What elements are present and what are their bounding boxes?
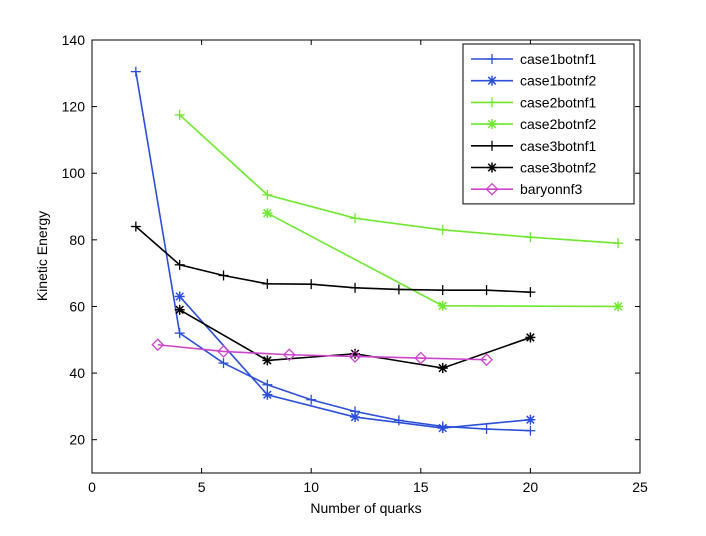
legend-label: case1botnf1 (520, 51, 596, 67)
data-point-case3botnf1 (174, 259, 185, 270)
legend-item-case1botnf1: case1botnf1 (471, 51, 596, 67)
series-line-case1botnf1 (135, 71, 531, 432)
series-baryonnf3 (151, 338, 493, 367)
legend-item-case3botnf2: case3botnf2 (471, 160, 596, 176)
data-point-case1botnf2 (525, 414, 536, 425)
data-point-case1botnf1 (481, 424, 492, 435)
data-point-case2botnf1 (174, 109, 185, 120)
y-tick-label: 40 (69, 365, 85, 381)
x-tick-label: 25 (632, 479, 648, 495)
data-point-case1botnf2 (350, 412, 361, 423)
axis-ticks: 0 5 10 15 20 25 20 40 60 80 100 120 140 (62, 32, 648, 495)
legend-marker (487, 97, 497, 108)
series-case1botnf1 (130, 66, 536, 436)
legend-item-case2botnf1: case2botnf1 (471, 94, 596, 110)
data-point-baryonnf3 (348, 350, 362, 363)
data-point-case1botnf1 (262, 379, 273, 390)
data-point-baryonnf3 (480, 353, 493, 367)
legend: case1botnf1 case1botnf2 case2botnf1 case2bo… (462, 43, 635, 205)
series-case3botnf1 (130, 221, 536, 298)
legend-marker (485, 182, 499, 196)
y-tick-label: 120 (62, 99, 86, 115)
legend-label: case1botnf2 (520, 73, 596, 89)
legend-label: case3botnf2 (520, 160, 596, 176)
data-point-case2botnf2 (262, 208, 273, 219)
data-point-case1botnf1 (525, 425, 536, 436)
series-case2botnf1 (174, 109, 624, 249)
data-point-case1botnf1 (174, 328, 185, 339)
data-point-case2botnf2 (437, 300, 448, 311)
data-point-case3botnf1 (437, 285, 448, 296)
x-tick-label: 20 (523, 479, 539, 495)
legend-label: case2botnf2 (520, 116, 596, 132)
series-case1botnf2 (174, 291, 536, 434)
legend-marker (487, 75, 497, 86)
data-point-case3botnf2 (262, 355, 273, 366)
legend-label: case2botnf1 (520, 94, 596, 110)
data-point-case1botnf1 (130, 66, 141, 77)
x-tick-label: 0 (88, 479, 96, 495)
data-point-case1botnf1 (218, 358, 229, 369)
data-point-baryonnf3 (217, 345, 230, 358)
series-line-baryonnf3 (157, 343, 487, 361)
data-point-case1botnf2 (262, 389, 273, 400)
legend-item-case1botnf2: case1botnf2 (471, 73, 596, 89)
data-point-case3botnf1 (525, 287, 536, 298)
data-point-case3botnf1 (393, 284, 404, 295)
data-point-case2botnf1 (613, 238, 624, 249)
legend-item-baryonnf3: baryonnf3 (471, 181, 582, 197)
y-tick-label: 100 (62, 165, 86, 181)
x-tick-label: 5 (198, 479, 206, 495)
legend-marker (487, 162, 497, 173)
data-point-case2botnf1 (525, 232, 536, 243)
data-point-case3botnf1 (481, 285, 492, 296)
legend-label: case3botnf1 (520, 138, 596, 154)
data-point-case2botnf1 (262, 189, 273, 200)
data-point-baryonnf3 (151, 338, 165, 352)
data-point-case1botnf1 (393, 415, 404, 426)
legend-marker (487, 54, 497, 64)
x-tick-label: 10 (303, 479, 319, 495)
y-tick-label: 20 (69, 432, 85, 448)
y-tick-label: 60 (69, 298, 85, 314)
legend-label: baryonnf3 (520, 181, 582, 197)
data-point-case3botnf1 (306, 279, 317, 290)
data-point-case2botnf2 (613, 301, 624, 312)
y-axis-label: Kinetic Energy (34, 211, 50, 301)
x-axis-label: Number of quarks (310, 500, 421, 516)
legend-marker (487, 140, 497, 151)
data-point-case3botnf1 (262, 278, 273, 289)
series-layer (130, 66, 624, 436)
y-tick-label: 80 (69, 232, 85, 248)
legend-marker (487, 119, 497, 130)
data-point-case3botnf2 (437, 363, 448, 374)
data-point-baryonnf3 (282, 348, 296, 362)
data-point-case3botnf1 (350, 282, 361, 293)
data-point-baryonnf3 (414, 351, 428, 365)
y-tick-label: 140 (62, 32, 86, 48)
series-case2botnf2 (262, 208, 624, 312)
data-point-case1botnf1 (306, 394, 317, 405)
data-point-case2botnf1 (350, 213, 361, 224)
series-line-case2botnf1 (179, 114, 619, 244)
x-tick-label: 15 (413, 479, 429, 495)
data-point-case1botnf2 (437, 423, 448, 434)
series-line-case3botnf1 (135, 225, 531, 293)
data-point-case3botnf1 (218, 270, 229, 281)
legend-item-case2botnf2: case2botnf2 (471, 116, 596, 132)
data-point-case2botnf1 (437, 224, 448, 235)
data-point-case3botnf2 (174, 304, 185, 315)
data-point-case3botnf2 (525, 332, 536, 343)
data-point-case1botnf2 (174, 291, 185, 302)
legend-item-case3botnf1: case3botnf1 (471, 138, 596, 154)
data-point-case3botnf1 (130, 221, 141, 232)
